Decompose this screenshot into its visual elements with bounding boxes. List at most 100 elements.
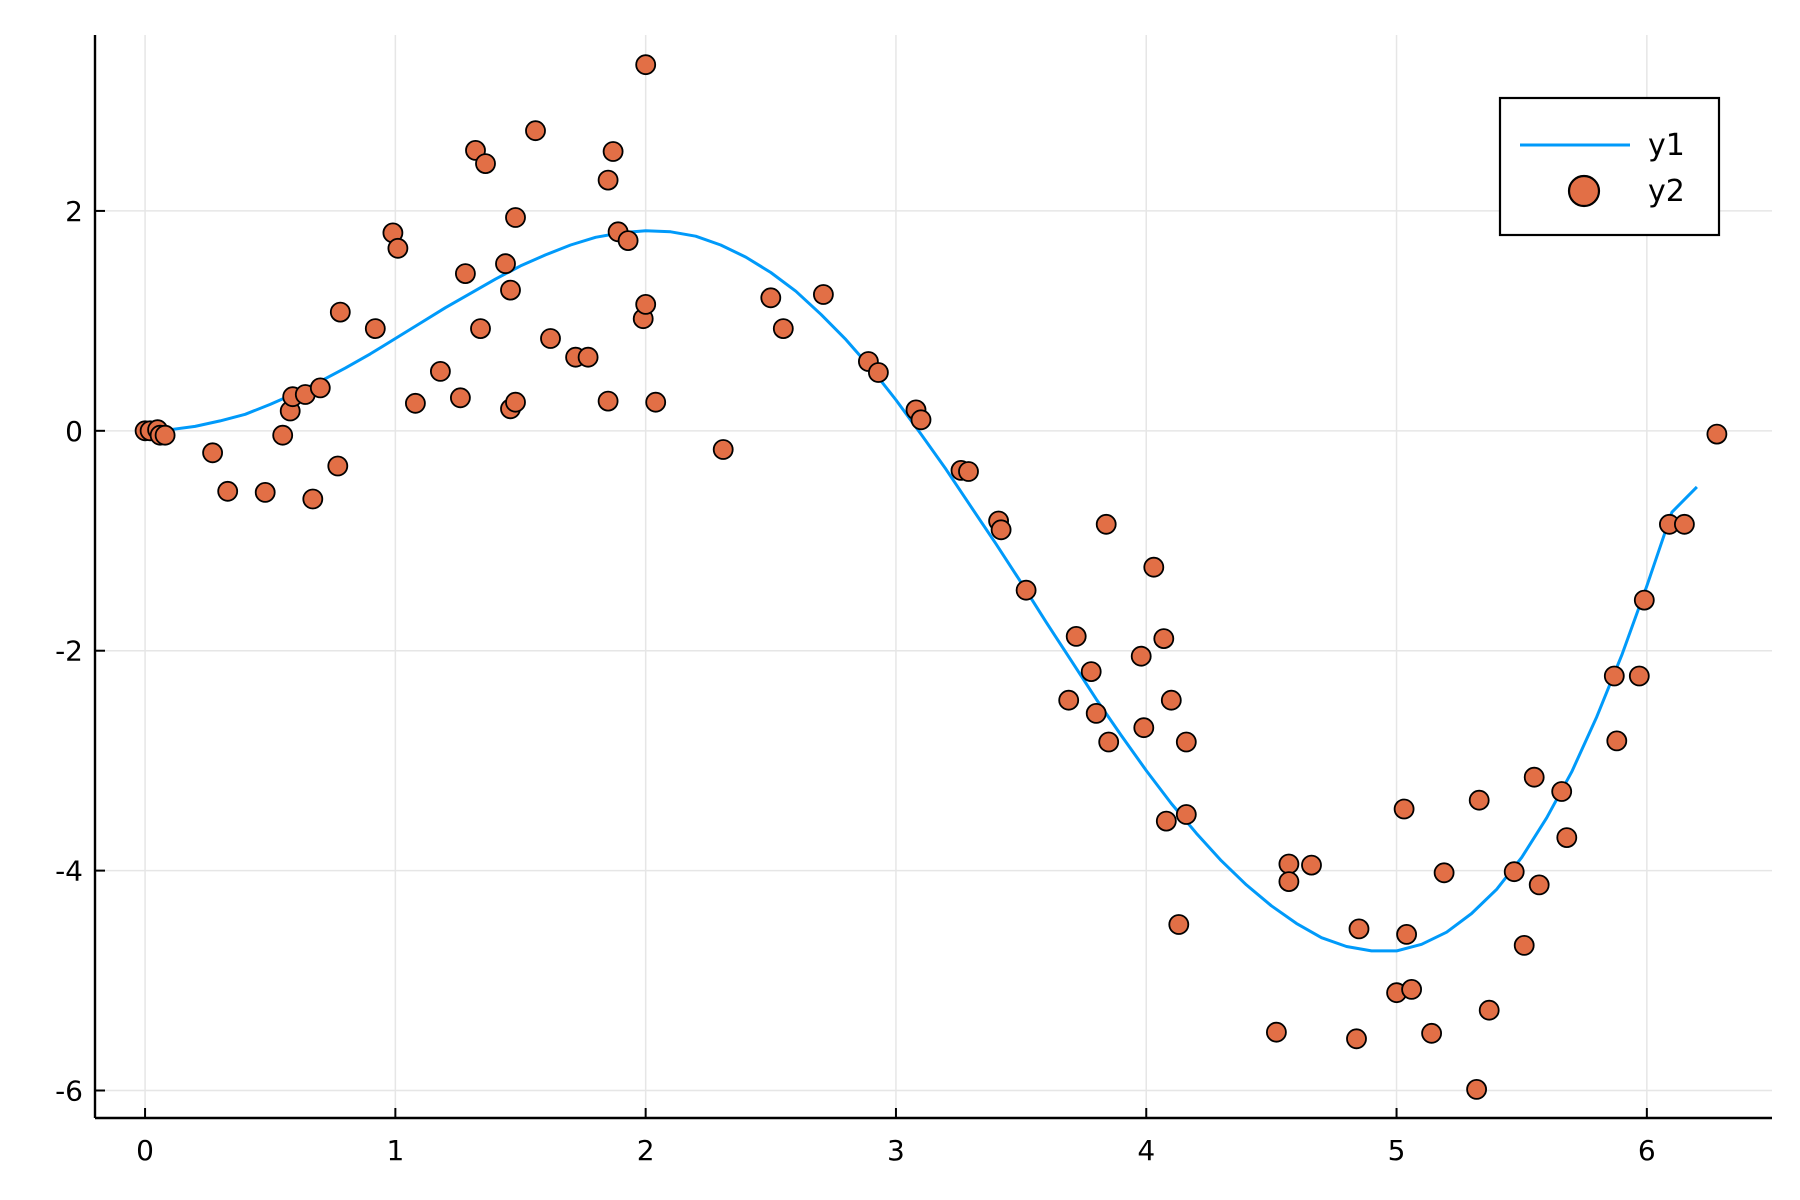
series-y2-point (217, 480, 239, 502)
series-y2-point (602, 141, 624, 162)
series-y2-point (1098, 731, 1120, 753)
series-y2-point (577, 346, 599, 368)
series-y2-point (1421, 1022, 1442, 1044)
series-y2-point (154, 424, 176, 446)
x-tick-label: 2 (637, 1134, 655, 1167)
series-y2-point (1301, 854, 1322, 876)
legend-box (1498, 96, 1721, 237)
series-y2-point (1348, 918, 1370, 940)
tick-labels: 0 1 2 3 4 5 6 -6 -4 -2 0 2 (55, 195, 1656, 1167)
series-y2-point (813, 284, 834, 305)
series-y2-point (327, 455, 349, 477)
series-y2-point (635, 54, 657, 76)
y-tick-label: -2 (55, 635, 83, 668)
series-y2-point (1396, 924, 1417, 945)
series-y2-points (134, 54, 1728, 1100)
legend-y2-label: y2 (1648, 174, 1685, 209)
legend-y1-label: y1 (1648, 128, 1685, 163)
series-y2-point (597, 390, 619, 412)
series-y2-point (1058, 689, 1080, 711)
series-y2-point (309, 377, 331, 399)
series-y2-point (272, 424, 294, 446)
series-y2-point (1468, 789, 1490, 811)
series-y2-point (772, 318, 794, 340)
x-tick-label: 1 (386, 1134, 404, 1167)
grid (95, 35, 1772, 1118)
series-y2-point (1153, 628, 1175, 649)
series-y2-point (387, 237, 409, 259)
series-y2-point (617, 230, 639, 252)
series-y2-point (1401, 979, 1422, 1000)
series-y2-point (1706, 423, 1728, 445)
series-y2-point (254, 481, 276, 503)
series-y1-line-path (169, 229, 1698, 953)
y-tick-label: -6 (55, 1075, 83, 1108)
series-y2-point (1080, 661, 1102, 682)
y-tick-label: -4 (55, 855, 83, 888)
x-tick-label: 0 (136, 1134, 154, 1167)
series-y2-point (505, 391, 526, 413)
series-y2-point (1393, 798, 1415, 820)
series-y2-point (1503, 861, 1525, 883)
series-y2-point (1523, 766, 1545, 788)
series-y2-point (404, 392, 426, 414)
series-y2-point (1160, 689, 1182, 711)
series-y2-point (712, 439, 734, 460)
series-y2-point (645, 391, 667, 413)
series-y2-point (1513, 935, 1535, 956)
series-y2-point (364, 318, 386, 340)
y-tick-label: 2 (65, 195, 83, 228)
x-tick-label: 5 (1388, 1134, 1406, 1167)
series-y2-point (958, 461, 979, 482)
series-y2-point (1085, 703, 1107, 724)
series-y2-point (1065, 626, 1087, 647)
series-y2-point (1466, 1079, 1487, 1100)
series-y2-point (1143, 556, 1165, 578)
series-y2-point (1433, 862, 1455, 884)
series-y2-point (1628, 665, 1650, 687)
series-y2-point (1266, 1021, 1287, 1043)
series-y2-point (868, 362, 889, 383)
x-tick-label: 3 (887, 1134, 905, 1167)
series-y2-point (302, 488, 324, 510)
series-y2-point (1278, 853, 1300, 875)
series-y1-line (169, 229, 1698, 953)
axes (93, 35, 1772, 1120)
x-tick-label: 4 (1137, 1134, 1155, 1167)
series-y2-point (1130, 645, 1152, 667)
series-y2-point (429, 360, 451, 382)
series-y2-point (1278, 871, 1300, 892)
series-y2-point (475, 153, 496, 175)
series-y2-point (500, 279, 521, 301)
series-y2-point (1674, 513, 1695, 535)
series-y2-point (540, 328, 561, 349)
series-y2-point (635, 293, 657, 315)
series-y2-point (1175, 731, 1197, 753)
series-y2-point (1633, 589, 1655, 611)
series-y2-point (1478, 999, 1500, 1021)
series-y2-point (449, 387, 471, 409)
series-y2-point (505, 207, 526, 228)
series-y2-point (1155, 810, 1177, 832)
series-y2-point (470, 318, 491, 340)
series-y2-point (760, 287, 782, 309)
series-y2-point (1606, 730, 1628, 752)
series-y2-point (1015, 579, 1037, 601)
series-y2-point (990, 519, 1012, 541)
series-y2-point (525, 120, 546, 142)
x-tick-label: 6 (1638, 1134, 1656, 1167)
series-y2-point (1551, 781, 1573, 802)
series-y2-point (1528, 874, 1550, 896)
series-y2-point (597, 169, 619, 191)
series-y2-point (1603, 665, 1625, 687)
series-y2-point (202, 442, 224, 464)
legend-y2-point-sample (1567, 174, 1601, 208)
series-y2-point (1095, 513, 1117, 535)
series-y2-point (910, 409, 932, 431)
series-y2-point (1168, 914, 1190, 935)
y-tick-label: 0 (65, 415, 83, 448)
series-y2-point (1346, 1028, 1367, 1050)
series-y2-point (454, 263, 476, 285)
series-y2-point (495, 253, 516, 275)
